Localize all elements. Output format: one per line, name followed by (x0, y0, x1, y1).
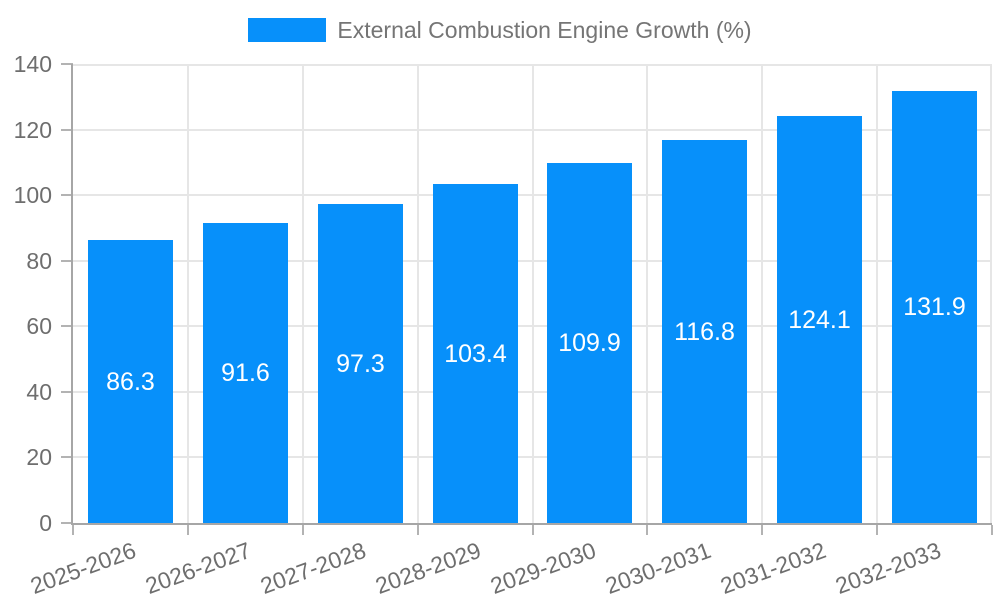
legend-swatch[interactable] (248, 18, 327, 42)
bar-2026-2027[interactable]: 91.6 (203, 223, 288, 523)
y-axis-line (71, 64, 73, 523)
bar-2029-2030[interactable]: 109.9 (547, 163, 632, 523)
y-axis-tick (61, 390, 73, 393)
x-axis-tick (531, 525, 534, 535)
x-axis-tick (646, 525, 649, 535)
x-axis-tick-label: 2029-2030 (486, 536, 600, 599)
x-axis-tick (301, 525, 304, 535)
y-axis-tick-label: 40 (26, 378, 52, 405)
x-gridline (531, 64, 534, 523)
bar-2031-2032[interactable]: 124.1 (777, 116, 862, 523)
bar-2025-2026[interactable]: 86.3 (88, 240, 173, 523)
x-axis-tick-label: 2028-2029 (372, 536, 485, 599)
bar-2028-2029[interactable]: 103.4 (433, 184, 518, 523)
y-axis-tick (61, 128, 73, 131)
bar-value-label: 91.6 (221, 359, 270, 387)
x-axis-line (71, 523, 992, 525)
bar-value-label: 103.4 (444, 339, 507, 368)
y-axis-tick-label: 80 (26, 247, 52, 274)
x-axis-tick-label: 2032-2033 (831, 536, 944, 599)
x-axis-tick (991, 525, 993, 535)
y-axis-tick-label: 100 (13, 182, 52, 209)
bar-value-label: 131.9 (903, 293, 966, 321)
legend-label: External Combustion Engine Growth (%) (337, 17, 752, 43)
plot-area: 86.3 91.6 97.3 103.4 109.9 116.8 124.1 131.9 (73, 64, 992, 523)
x-axis-tick (186, 525, 189, 535)
x-gridline (761, 64, 764, 523)
y-axis-tick-label: 120 (13, 116, 52, 143)
x-gridline (301, 64, 304, 523)
x-axis-tick-label: 2025-2026 (27, 536, 140, 599)
x-axis-tick-label: 2031-2032 (716, 536, 829, 599)
x-axis-tick (761, 525, 764, 535)
x-axis-tick-label: 2026-2027 (142, 536, 255, 599)
y-axis-tick (61, 259, 73, 262)
x-axis-tick (72, 525, 74, 535)
bar-value-label: 116.8 (674, 317, 735, 346)
y-axis-tick (61, 63, 73, 65)
x-gridline (186, 64, 189, 523)
y-axis-tick-label: 20 (26, 444, 52, 471)
x-gridline (876, 64, 879, 523)
y-axis-tick-label: 140 (13, 51, 52, 77)
bar-value-label: 86.3 (106, 367, 155, 396)
y-axis-tick (61, 522, 73, 524)
x-gridline (416, 64, 419, 523)
x-axis-tick (416, 525, 419, 535)
y-axis-tick (61, 456, 73, 459)
x-axis-tick-label: 2027-2028 (257, 536, 370, 599)
y-axis-tick (61, 194, 73, 197)
x-gridline (646, 64, 649, 523)
bar-2032-2033[interactable]: 131.9 (892, 91, 977, 523)
x-axis-tick-label: 2030-2031 (601, 536, 715, 599)
y-axis-tick (61, 325, 73, 328)
x-gridline (990, 64, 992, 523)
bar-2027-2028[interactable]: 97.3 (318, 204, 403, 523)
bar-value-label: 124.1 (788, 305, 851, 334)
legend: External Combustion Engine Growth (%) (0, 17, 1000, 43)
x-axis-tick (876, 525, 879, 535)
bar-value-label: 109.9 (558, 329, 621, 357)
bar-2030-2031[interactable]: 116.8 (662, 140, 747, 523)
bar-value-label: 97.3 (336, 349, 385, 378)
y-axis-tick-label: 0 (39, 510, 52, 536)
y-axis-tick-label: 60 (26, 313, 52, 340)
